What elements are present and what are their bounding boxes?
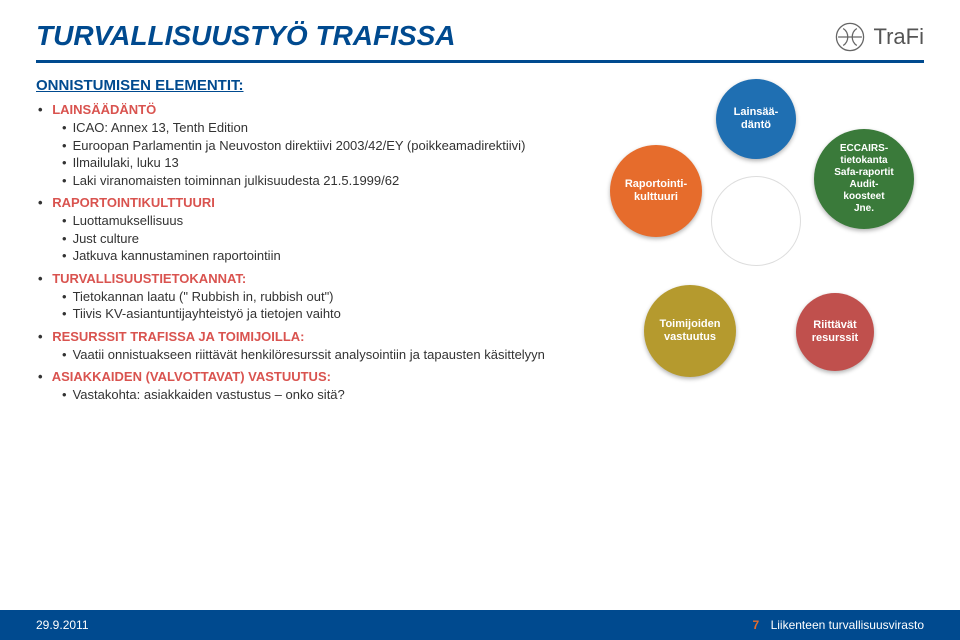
circle-lainsaadanto: Lainsää- däntö <box>716 79 796 159</box>
circle-resurssit: Riittävät resurssit <box>796 293 874 371</box>
center-circle <box>712 177 800 265</box>
sub-item: Vaatii onnistuakseen riittävät henkilöre… <box>62 346 556 364</box>
diagram: Lainsää- däntö Raportointi- kulttuuri EC… <box>566 77 924 410</box>
element-head: TURVALLISUUSTIETOKANNAT: <box>52 271 246 286</box>
slide-title: TURVALLISUUSTYÖ TRAFISSA <box>36 20 455 52</box>
footer-right: 7 Liikenteen turvallisuusvirasto <box>753 618 924 632</box>
footer-date: 29.9.2011 <box>36 618 89 632</box>
footer: 29.9.2011 7 Liikenteen turvallisuusviras… <box>0 610 960 640</box>
content: ONNISTUMISEN ELEMENTIT: LAINSÄÄDÄNTÖ ICA… <box>36 77 924 410</box>
trafi-logo: TraFi <box>833 20 924 54</box>
element-item: TURVALLISUUSTIETOKANNAT: Tietokannan laa… <box>38 271 556 323</box>
sub-list: ICAO: Annex 13, Tenth Edition Euroopan P… <box>62 119 556 189</box>
element-head: LAINSÄÄDÄNTÖ <box>52 102 156 117</box>
sub-item: Ilmailulaki, luku 13 <box>62 154 556 172</box>
sub-item: Laki viranomaisten toiminnan julkisuudes… <box>62 172 556 190</box>
sub-item: Luottamuksellisuus <box>62 212 556 230</box>
sub-item: Euroopan Parlamentin ja Neuvoston direkt… <box>62 137 556 155</box>
element-item: ASIAKKAIDEN (VALVOTTAVAT) VASTUUTUS: Vas… <box>38 369 556 404</box>
element-head: RESURSSIT TRAFISSA JA TOIMIJOILLA: <box>52 329 304 344</box>
sub-list: Luottamuksellisuus Just culture Jatkuva … <box>62 212 556 265</box>
sub-list: Vaatii onnistuakseen riittävät henkilöre… <box>62 346 556 364</box>
footer-org: Liikenteen turvallisuusvirasto <box>771 618 924 632</box>
circle-raportointi: Raportointi- kulttuuri <box>610 145 702 237</box>
title-underline <box>36 60 924 63</box>
logo-text: TraFi <box>873 24 924 50</box>
logo-mark-icon <box>833 20 867 54</box>
element-head: ASIAKKAIDEN (VALVOTTAVAT) VASTUUTUS: <box>52 369 331 384</box>
element-head: RAPORTOINTIKULTTUURI <box>52 195 215 210</box>
sub-item: Tiivis KV-asiantuntijayhteistyö ja tieto… <box>62 305 556 323</box>
sub-list: Vastakohta: asiakkaiden vastustus – onko… <box>62 386 556 404</box>
section-head: ONNISTUMISEN ELEMENTIT: <box>36 77 556 94</box>
sub-item: Vastakohta: asiakkaiden vastustus – onko… <box>62 386 556 404</box>
text-column: ONNISTUMISEN ELEMENTIT: LAINSÄÄDÄNTÖ ICA… <box>36 77 556 410</box>
sub-item: ICAO: Annex 13, Tenth Edition <box>62 119 556 137</box>
element-item: LAINSÄÄDÄNTÖ ICAO: Annex 13, Tenth Editi… <box>38 102 556 189</box>
header: TURVALLISUUSTYÖ TRAFISSA TraFi <box>36 20 924 54</box>
element-item: RESURSSIT TRAFISSA JA TOIMIJOILLA: Vaati… <box>38 329 556 364</box>
sub-item: Just culture <box>62 230 556 248</box>
elements-list: LAINSÄÄDÄNTÖ ICAO: Annex 13, Tenth Editi… <box>38 102 556 404</box>
sub-item: Jatkuva kannustaminen raportointiin <box>62 247 556 265</box>
sub-list: Tietokannan laatu (" Rubbish in, rubbish… <box>62 288 556 323</box>
element-item: RAPORTOINTIKULTTUURI Luottamuksellisuus … <box>38 195 556 265</box>
page-number: 7 <box>753 618 760 632</box>
circle-eccairs: ECCAIRS- tietokanta Safa-raportit Audit-… <box>814 129 914 229</box>
slide: TURVALLISUUSTYÖ TRAFISSA TraFi ONNISTUMI… <box>0 0 960 640</box>
sub-item: Tietokannan laatu (" Rubbish in, rubbish… <box>62 288 556 306</box>
circle-toimijoiden: Toimijoiden vastuutus <box>644 285 736 377</box>
